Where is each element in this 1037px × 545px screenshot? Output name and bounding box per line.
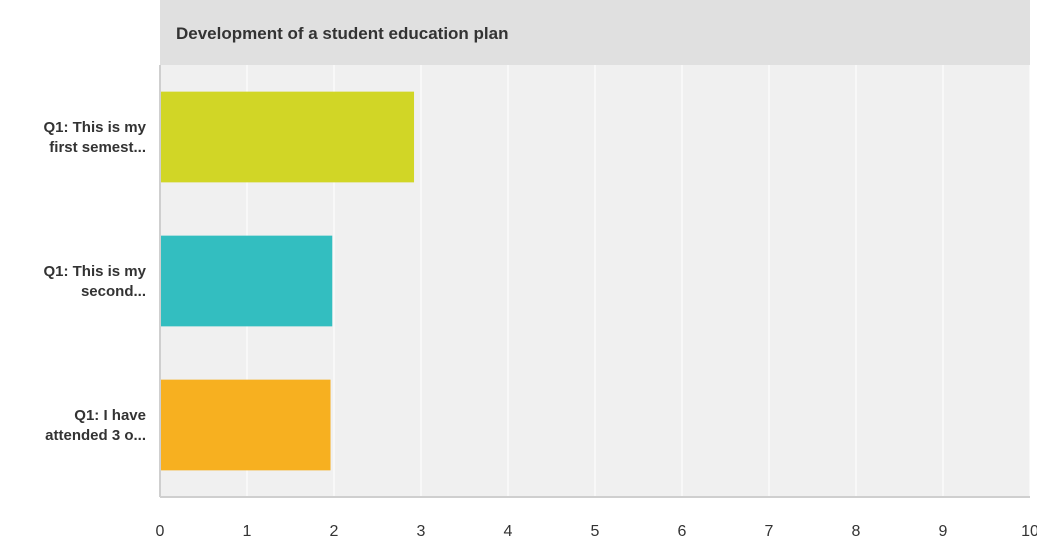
x-tick-labels: 0 1 2 3 4 5 6 7 8 9 10 xyxy=(156,523,1037,540)
x-tick-label: 7 xyxy=(765,523,774,540)
x-tick-label: 8 xyxy=(852,523,861,540)
x-tick-label: 4 xyxy=(504,523,513,540)
x-tick-label: 3 xyxy=(417,523,426,540)
x-tick-label: 9 xyxy=(939,523,948,540)
x-tick-label: 6 xyxy=(678,523,687,540)
chart-header xyxy=(160,0,1030,65)
x-tick-label: 5 xyxy=(591,523,600,540)
x-tick-label: 2 xyxy=(330,523,339,540)
category-label: Q1: I have attended 3 o... xyxy=(45,407,146,444)
category-labels: Q1: This is my first semest... Q1: This is… xyxy=(43,119,146,444)
category-label: Q1: This is my second... xyxy=(43,263,146,300)
category-label: Q1: This is my first semest... xyxy=(43,119,146,156)
bar[interactable] xyxy=(160,91,415,183)
bar[interactable] xyxy=(160,235,333,327)
gridlines xyxy=(246,65,1031,497)
bars xyxy=(160,91,415,471)
x-tick-label: 0 xyxy=(156,523,165,540)
bar[interactable] xyxy=(160,379,331,471)
chart-title: Development of a student education plan xyxy=(176,24,508,43)
x-tick-label: 1 xyxy=(243,523,252,540)
x-tick-label: 10 xyxy=(1021,523,1037,540)
